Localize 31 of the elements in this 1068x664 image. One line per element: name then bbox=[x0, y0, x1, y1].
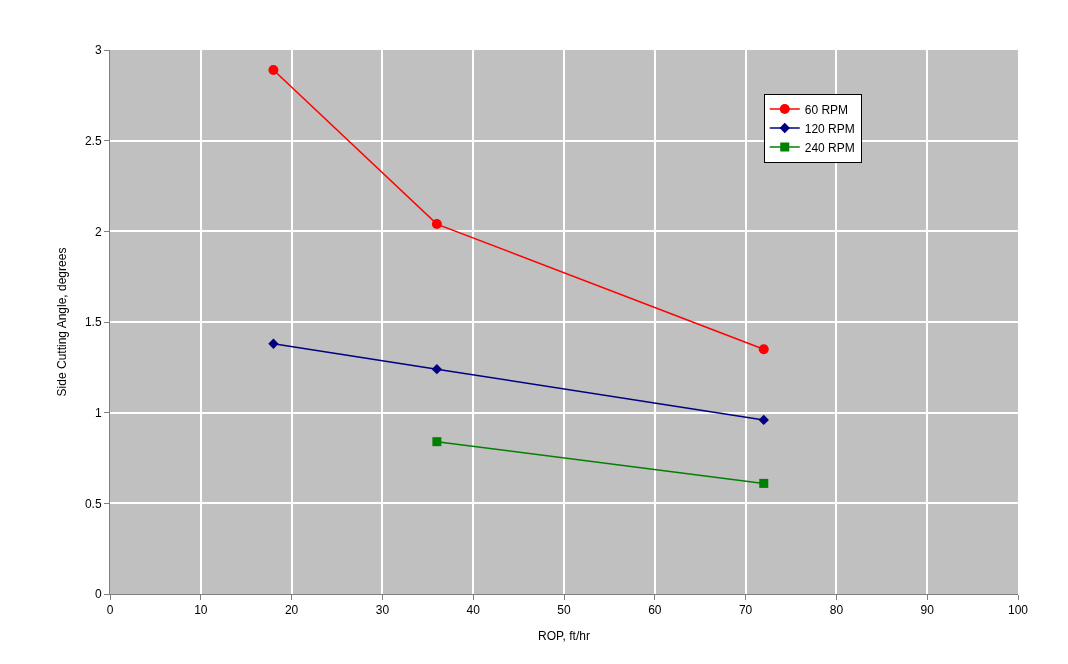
point bbox=[432, 437, 442, 447]
x-tick-label: 100 bbox=[1007, 603, 1029, 618]
x-tick-label: 60 bbox=[648, 603, 662, 618]
y-axis-title: Side Cutting Angle, degrees bbox=[55, 247, 70, 397]
point bbox=[758, 344, 769, 355]
x-axis-title: ROP, ft/hr bbox=[538, 629, 590, 644]
y-tick-label: 2.5 bbox=[84, 133, 102, 148]
x-tick-label: 0 bbox=[106, 603, 114, 618]
y-tick-label: 1 bbox=[94, 405, 102, 420]
x-tick-label: 30 bbox=[375, 603, 390, 618]
x-tick-label: 70 bbox=[738, 603, 753, 618]
x-tick-label: 50 bbox=[557, 603, 571, 618]
x-tick-label: 10 bbox=[194, 603, 208, 618]
x-tick-label: 90 bbox=[920, 603, 935, 618]
point bbox=[431, 219, 442, 230]
x-tick-label: 40 bbox=[466, 603, 481, 618]
point bbox=[268, 64, 279, 75]
y-tick-label: 2 bbox=[94, 224, 102, 239]
y-tick-label: 3 bbox=[94, 43, 102, 58]
x-tick-label: 80 bbox=[829, 603, 844, 618]
y-tick-label: 1.5 bbox=[84, 315, 102, 330]
y-tick-label: 0 bbox=[94, 587, 102, 602]
legend-label: 120 RPM bbox=[804, 121, 855, 136]
x-tick-label: 20 bbox=[284, 603, 299, 618]
point bbox=[268, 338, 279, 349]
y-tick-label: 0.5 bbox=[84, 496, 102, 511]
legend-label: 240 RPM bbox=[804, 140, 855, 155]
point bbox=[431, 363, 443, 375]
point bbox=[758, 414, 769, 426]
point bbox=[759, 478, 769, 488]
legend-label: 60 RPM bbox=[804, 102, 849, 117]
